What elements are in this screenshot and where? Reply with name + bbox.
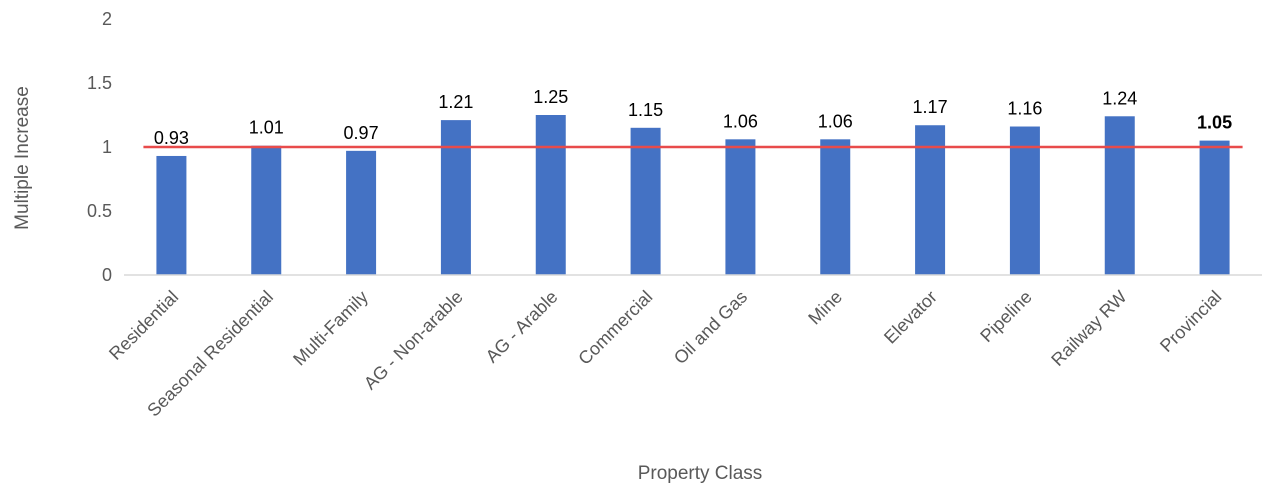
- data-label: 1.06: [723, 111, 758, 131]
- x-tick-label: Mine: [804, 287, 846, 329]
- y-axis-title: Multiple Increase: [12, 86, 33, 230]
- y-tick-label: 2: [102, 9, 112, 29]
- data-label: 1.25: [533, 87, 568, 107]
- x-tick-label: Oil and Gas: [670, 287, 751, 368]
- data-label: 1.06: [818, 111, 853, 131]
- bar: [1009, 126, 1040, 276]
- data-label: 1.16: [1007, 99, 1042, 119]
- bar: [440, 120, 471, 276]
- data-label: 1.15: [628, 100, 663, 120]
- x-tick-label: AG - Non-arable: [360, 287, 467, 394]
- y-tick-label: 0: [102, 265, 112, 285]
- x-tick-label: Railway RW: [1047, 287, 1130, 370]
- y-tick-label: 0.5: [87, 201, 112, 221]
- data-label: 0.93: [154, 128, 189, 148]
- x-tick-label: Provincial: [1156, 287, 1225, 356]
- data-label: 1.01: [249, 118, 284, 138]
- bar: [820, 139, 851, 275]
- data-label: 1.21: [438, 92, 473, 112]
- data-label: 1.05: [1197, 113, 1232, 133]
- y-tick-label: 1: [102, 137, 112, 157]
- data-label: 1.24: [1102, 88, 1137, 108]
- x-tick-label: Commercial: [574, 287, 656, 369]
- bar: [725, 139, 756, 275]
- data-label: 0.97: [344, 123, 379, 143]
- x-axis-title: Property Class: [638, 463, 763, 484]
- data-label: 1.17: [913, 97, 948, 117]
- bar: [535, 115, 566, 275]
- bar: [251, 145, 282, 275]
- y-tick-label: 1.5: [87, 73, 112, 93]
- x-tick-label: Elevator: [880, 287, 941, 348]
- bar: [1199, 140, 1230, 275]
- x-tick-label: Multi-Family: [289, 287, 372, 370]
- bar: [630, 127, 661, 275]
- bar: [915, 125, 946, 276]
- x-tick-label: AG - Arable: [482, 287, 562, 367]
- bar: [1104, 116, 1135, 275]
- bar: [346, 150, 377, 275]
- x-tick-label: Pipeline: [976, 287, 1035, 346]
- x-tick-label: Residential: [105, 287, 182, 364]
- bar: [156, 155, 187, 275]
